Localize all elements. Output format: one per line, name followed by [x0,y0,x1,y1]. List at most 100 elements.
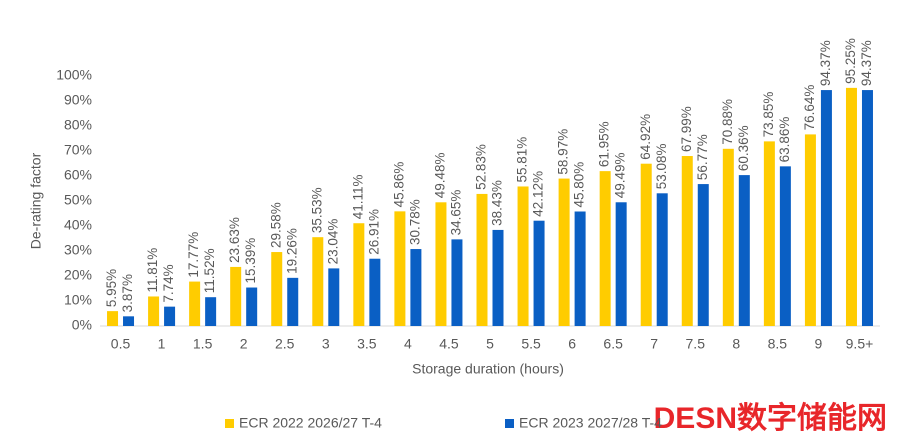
bar [492,229,504,326]
x-tick-label: 5.5 [521,336,541,352]
y-tick-label: 0% [72,317,92,333]
bar [574,211,586,326]
value-label: 76.64% [802,85,817,131]
y-tick-label: 50% [64,192,92,208]
bar [615,202,627,326]
x-tick-label: 1.5 [193,336,213,352]
value-label: 45.86% [391,162,406,208]
value-label: 70.88% [720,99,735,145]
value-label: 7.74% [161,264,176,302]
value-label: 56.77% [695,134,710,180]
y-tick-label: 90% [64,92,92,108]
y-tick-label: 100% [56,67,92,83]
bar [517,186,529,326]
x-tick-label: 3 [322,336,330,352]
y-axis-title: De-rating factor [28,152,44,249]
value-label: 52.83% [474,144,489,190]
value-label: 94.37% [818,40,833,86]
value-label: 95.25% [843,38,858,84]
bar [148,296,160,326]
value-label: 29.58% [268,202,283,248]
value-label: 94.37% [859,40,874,86]
bar [738,175,750,326]
bar [353,223,365,326]
bar [312,237,324,326]
bar [763,141,775,326]
bar [328,268,340,326]
x-tick-label: 3.5 [357,336,377,352]
value-label: 17.77% [186,232,201,278]
value-label: 60.36% [736,125,751,171]
x-tick-label: 1 [158,336,166,352]
bar [820,90,832,326]
value-label: 23.63% [227,217,242,263]
bar [189,281,201,326]
bar [369,258,381,326]
bar [656,193,668,326]
value-label: 3.87% [120,274,135,312]
value-label: 15.39% [243,238,258,284]
bar [123,316,135,326]
x-tick-label: 4 [404,336,412,352]
value-label: 61.95% [597,121,612,167]
value-label: 26.91% [366,209,381,255]
bar [804,134,816,326]
x-tick-label: 2.5 [275,336,295,352]
bar [410,249,422,326]
y-tick-label: 70% [64,142,92,158]
bar [533,220,545,326]
bar [722,148,734,326]
value-label: 41.11% [350,174,365,219]
value-label: 64.92% [638,114,653,160]
x-axis-title: Storage duration (hours) [412,361,564,377]
legend-swatch [225,419,234,428]
bar [599,171,611,326]
value-label: 23.04% [325,219,340,265]
x-tick-label: 8 [732,336,740,352]
y-tick-label: 60% [64,167,92,183]
legend-label: ECR 2022 2026/27 T-4 [239,415,382,431]
bar [681,156,693,326]
value-label: 58.97% [556,129,571,175]
bar [451,239,463,326]
x-tick-label: 5 [486,336,494,352]
value-label: 53.08% [654,144,669,190]
y-tick-label: 40% [64,217,92,233]
value-label: 42.12% [531,171,546,217]
bar [271,252,283,326]
value-label: 19.26% [284,228,299,274]
bar [205,297,217,326]
bar [230,266,242,326]
bar [476,193,488,326]
bar [697,184,709,326]
bar [845,87,857,326]
value-label: 67.99% [679,106,694,152]
value-label: 49.48% [433,153,448,199]
value-label: 34.65% [449,190,464,236]
x-tick-label: 7.5 [686,336,706,352]
value-label: 11.81% [145,248,160,293]
bar [246,287,258,326]
value-label: 38.43% [490,180,505,226]
bar [861,90,873,326]
value-label: 73.85% [761,92,776,138]
bar [394,211,406,326]
y-tick-label: 30% [64,242,92,258]
watermark: DESN数字储能网 [654,401,887,435]
bar [435,202,447,326]
bar [558,178,570,326]
y-tick-label: 10% [64,292,92,308]
legend-swatch [505,419,514,428]
x-tick-label: 6.5 [603,336,623,352]
x-tick-label: 7 [650,336,658,352]
y-tick-label: 80% [64,117,92,133]
x-tick-label: 9.5+ [846,336,874,352]
value-label: 55.81% [515,137,530,183]
value-label: 49.49% [613,152,628,198]
bar [779,166,791,326]
x-tick-label: 9 [815,336,823,352]
value-label: 5.95% [104,269,119,307]
value-label: 45.80% [572,162,587,208]
legend-label: ECR 2023 2027/28 T-4 [519,415,662,431]
